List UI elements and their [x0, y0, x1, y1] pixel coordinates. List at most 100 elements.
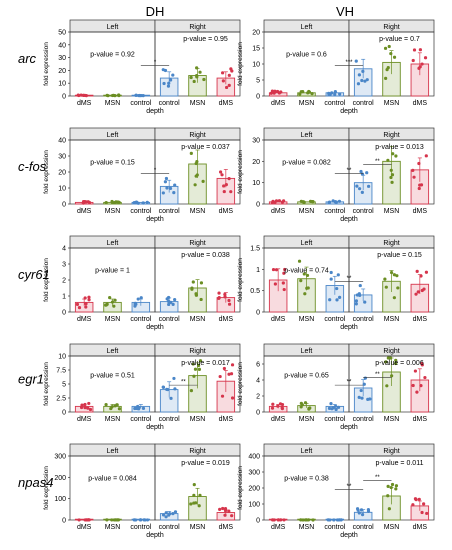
data-point — [424, 270, 429, 274]
pvalue-right: p-value = 0.019 — [181, 460, 230, 467]
data-point — [327, 406, 332, 410]
y-tick-label: 4 — [256, 378, 260, 385]
data-point — [383, 46, 388, 50]
data-point — [230, 396, 235, 400]
data-point — [230, 363, 235, 367]
x-tick-label: dMS — [413, 208, 428, 215]
data-point — [145, 518, 150, 522]
data-point — [355, 293, 360, 297]
y-axis-label: fold expression — [237, 466, 244, 510]
y-tick-label: 200 — [54, 475, 66, 482]
data-point — [335, 286, 339, 291]
data-point — [193, 183, 197, 187]
x-tick-label: control — [130, 208, 151, 215]
data-point — [112, 304, 116, 308]
x-tick-label: dMS — [413, 100, 428, 107]
data-point — [330, 91, 334, 95]
strip-left-label: Left — [301, 24, 313, 31]
x-axis-label: depth — [146, 324, 164, 331]
y-tick-label: 0 — [62, 310, 66, 317]
y-tick-label: 30 — [252, 138, 260, 145]
panel-c-fos-dh: Left Right 0 10 20 30 40 fold expression dMS MSN c… — [43, 127, 241, 223]
y-axis-label: fold expression — [43, 466, 50, 510]
x-axis-label: depth — [340, 108, 358, 115]
data-point — [194, 174, 198, 178]
y-tick-label: 2.5 — [56, 396, 66, 403]
data-point — [280, 402, 285, 407]
data-point — [303, 292, 307, 296]
data-point — [189, 389, 194, 393]
x-axis-label: depth — [146, 532, 164, 539]
data-point — [141, 406, 146, 410]
data-point — [134, 93, 138, 97]
y-tick-label: 30 — [58, 154, 66, 161]
data-point — [412, 48, 417, 52]
data-point — [272, 518, 276, 522]
significance-label: ** — [375, 159, 380, 165]
data-point — [390, 374, 394, 378]
data-point — [218, 170, 223, 174]
data-point — [87, 295, 91, 299]
x-tick-label: dMS — [413, 416, 428, 423]
data-point — [414, 498, 418, 502]
x-tick-label: MSN — [384, 524, 400, 531]
data-point — [83, 406, 87, 410]
data-point — [390, 173, 395, 177]
pvalue-left: p-value = 0.15 — [90, 159, 135, 166]
data-point — [365, 78, 369, 82]
x-tick-label: dMS — [271, 416, 286, 423]
pvalue-left: p-value = 0.51 — [90, 372, 135, 379]
strip-right-label: Right — [383, 132, 399, 139]
data-point — [139, 93, 144, 98]
data-point — [358, 187, 362, 191]
facet-frame-left — [263, 455, 350, 521]
data-point — [331, 406, 336, 410]
data-point — [307, 407, 311, 411]
y-tick-label: 10 — [252, 62, 260, 69]
data-point — [391, 152, 395, 156]
strip-left-label: Left — [301, 448, 313, 455]
strip-left-label: Left — [301, 348, 313, 355]
data-point — [166, 387, 170, 392]
data-point — [218, 507, 222, 511]
x-tick-label: control — [353, 100, 374, 107]
data-point — [279, 518, 283, 522]
data-point — [192, 483, 196, 487]
data-point — [230, 69, 234, 73]
data-point — [138, 518, 143, 522]
pvalue-left: p-value = 0.082 — [282, 159, 331, 166]
gene-label-egr1: egr1 — [18, 371, 44, 386]
data-point — [195, 160, 199, 164]
data-point — [301, 518, 305, 522]
x-axis-label: depth — [340, 424, 358, 431]
x-tick-label: dMS — [219, 100, 234, 107]
data-point — [355, 184, 359, 188]
y-axis-label: fold expression — [237, 150, 244, 194]
y-axis-label: fold expression — [43, 258, 50, 302]
data-point — [169, 300, 173, 304]
x-tick-label: dMS — [77, 316, 92, 323]
data-point — [415, 390, 419, 394]
data-point — [173, 298, 177, 302]
data-point — [115, 518, 119, 522]
pvalue-left: p-value = 0.65 — [284, 372, 329, 379]
data-point — [133, 406, 137, 411]
data-point — [193, 367, 198, 371]
y-tick-label: 0 — [256, 202, 260, 209]
data-point — [173, 510, 178, 514]
y-tick-label: 10 — [58, 186, 66, 193]
strip-right-label: Right — [383, 348, 399, 355]
y-tick-label: 10 — [58, 354, 66, 361]
data-point — [192, 493, 196, 498]
x-tick-label: MSN — [299, 208, 315, 215]
pvalue-left: p-value = 0.92 — [90, 51, 135, 58]
pvalue-right: p-value = 0.017 — [181, 360, 230, 367]
significance-label: ** — [375, 475, 380, 481]
strip-left-label: Left — [107, 132, 119, 139]
y-tick-label: 40 — [58, 42, 66, 49]
data-point — [297, 259, 302, 263]
data-point — [87, 401, 91, 406]
data-point — [270, 406, 275, 410]
y-tick-label: 20 — [58, 170, 66, 177]
